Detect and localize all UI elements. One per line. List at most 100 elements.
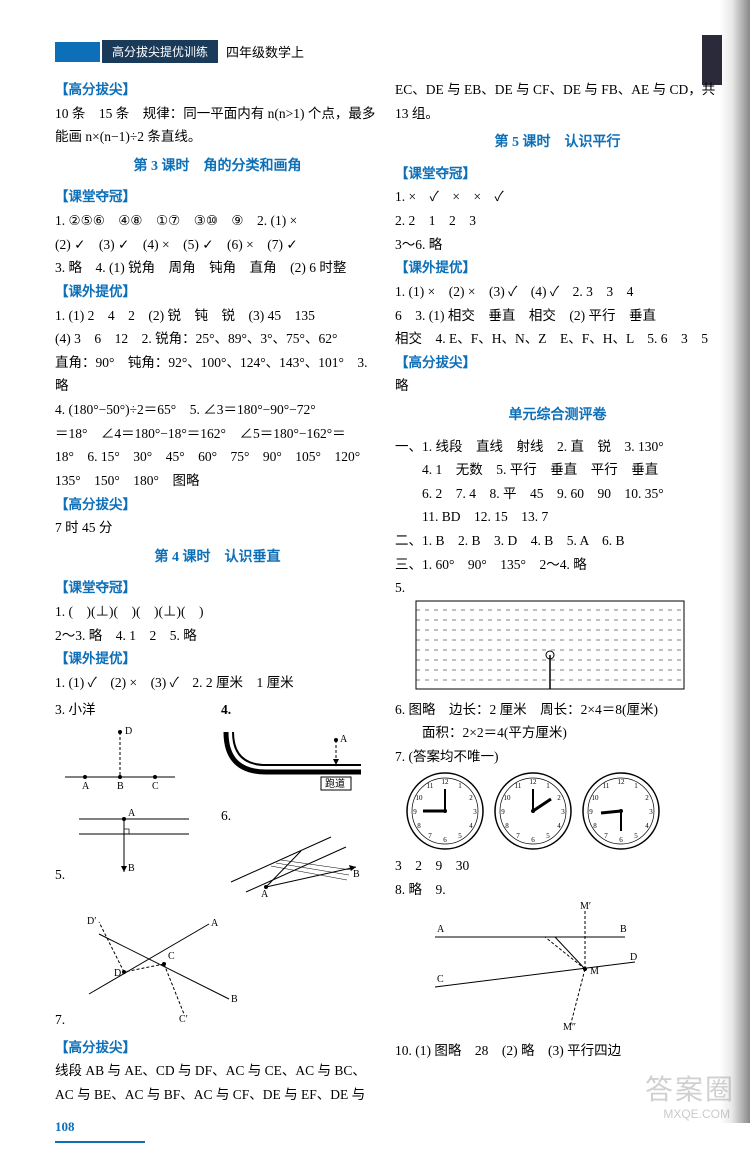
svg-text:B: B (353, 869, 360, 880)
svg-text:2: 2 (645, 794, 649, 802)
svg-text:A: A (128, 808, 136, 819)
answer-text: 相交 4. E、F、H、N、Z E、F、H、L 5. 6 3 5 (395, 327, 720, 351)
svg-text:3: 3 (561, 808, 565, 816)
svg-text:11: 11 (603, 782, 610, 790)
q3-label: 3. 小洋 (55, 702, 96, 717)
svg-text:7: 7 (516, 832, 520, 840)
svg-text:7: 7 (604, 832, 608, 840)
svg-text:D: D (125, 726, 132, 737)
q5-label: 5. (55, 867, 65, 882)
svg-text:1: 1 (458, 782, 462, 790)
header-accent (55, 42, 100, 62)
svg-text:4: 4 (469, 822, 473, 830)
answer-text: 1. ( )(⊥)( )( )(⊥)( ) (55, 600, 380, 624)
answer-text: 线段 AB 与 AE、CD 与 DF、AC 与 CE、AC 与 BC、 (55, 1059, 380, 1083)
svg-text:A: A (211, 918, 219, 929)
svg-text:11: 11 (427, 782, 434, 790)
answer-text: ＝18° ∠4＝180°−18°＝162° ∠5＝180°−162°＝ (55, 422, 380, 446)
answer-text: 2～3. 略 4. 1 2 5. 略 (55, 624, 380, 648)
diagram-row-7: 7. A B C D C′ D′ (55, 914, 380, 1032)
section-ketang: 【课堂夺冠】 (55, 185, 380, 209)
answer-text: 面积：2×2＝4(平方厘米) (395, 721, 720, 745)
answer-text: 4. 1 无数 5. 平行 垂直 平行 垂直 (395, 458, 720, 482)
answer-text: 1. (1) × (2) × (3) ✓ (4) ✓ 2. 3 3 4 (395, 280, 720, 304)
q6-label: 6. (221, 808, 231, 823)
answer-text: 11. BD 12. 15 13. 7 (395, 505, 720, 529)
lesson-5-title: 第 5 课时 认识平行 (395, 131, 720, 156)
svg-text:A: A (437, 924, 445, 935)
svg-text:A: A (82, 781, 90, 792)
svg-text:5: 5 (634, 832, 638, 840)
q7-label: 7. (55, 1012, 65, 1027)
section-gaofen: 【高分拔尖】 (55, 1036, 380, 1060)
page-content: 高分拔尖提优训练 四年级数学上 【高分拔尖】 10 条 15 条 规律：同一平面… (0, 0, 750, 1173)
page-header: 高分拔尖提优训练 四年级数学上 (55, 40, 720, 63)
svg-text:D′: D′ (87, 916, 96, 927)
svg-text:B: B (128, 863, 135, 874)
svg-text:B: B (620, 924, 627, 935)
svg-text:2: 2 (469, 794, 473, 802)
answer-text: 1. (1) ✓ (2) × (3) ✓ 2. 2 厘米 1 厘米 (55, 671, 380, 695)
svg-text:7: 7 (428, 832, 432, 840)
svg-text:2: 2 (557, 794, 561, 802)
section-gaofen: 【高分拔尖】 (55, 78, 380, 102)
answer-text: 10 条 15 条 规律：同一平面内有 n(n>1) 个点，最多能画 n×(n−… (55, 102, 380, 149)
lesson-3-title: 第 3 课时 角的分类和画角 (55, 155, 380, 180)
section-gaofen: 【高分拔尖】 (55, 493, 380, 517)
answer-text: 3. 略 4. (1) 锐角 周角 钝角 直角 (2) 6 时整 (55, 256, 380, 280)
svg-text:D: D (630, 952, 637, 963)
answer-text: 略 (395, 374, 720, 398)
answer-text: 13 组。 (395, 102, 720, 126)
answer-text: (4) 3 6 12 2. 锐角：25°、89°、3°、75°、62° (55, 327, 380, 351)
section-kewai: 【课外提优】 (395, 256, 720, 280)
answer-text: 6 3. (1) 相交 垂直 相交 (2) 平行 垂直 (395, 304, 720, 328)
section-ketang: 【课堂夺冠】 (395, 162, 720, 186)
answer-text: 一、1. 线段 直线 射线 2. 直 锐 3. 130° (395, 435, 720, 459)
clock-3: 1212 345 678 91011 (581, 771, 661, 851)
svg-text:1: 1 (546, 782, 550, 790)
svg-text:12: 12 (442, 778, 450, 786)
answer-text: 4. (180°−50°)÷2＝65° 5. ∠3＝180°−90°−72° (55, 398, 380, 422)
section-kewai: 【课外提优】 (55, 647, 380, 671)
diagram-7: A B C D C′ D′ (69, 914, 249, 1024)
svg-text:3: 3 (473, 808, 477, 816)
svg-text:12: 12 (618, 778, 626, 786)
grade-subject: 四年级数学上 (226, 42, 304, 61)
clock-2: 1212 345 678 91011 (493, 771, 573, 851)
answer-text: 2. 2 1 2 3 (395, 209, 720, 233)
svg-text:5: 5 (546, 832, 550, 840)
diagram-row-3-4: 3. 小洋 D A B C 4. (55, 698, 380, 799)
right-column: EC、DE 与 EB、DE 与 CF、DE 与 FB、AE 与 CD，共 13 … (395, 78, 720, 1143)
svg-text:8: 8 (505, 822, 509, 830)
lesson-4-title: 第 4 课时 认识垂直 (55, 546, 380, 571)
answer-text: 二、1. B 2. B 3. D 4. B 5. A 6. B (395, 529, 720, 553)
answer-text: 135° 150° 180° 图略 (55, 469, 380, 493)
svg-text:8: 8 (593, 822, 597, 830)
diagram-hatched-rect (415, 600, 720, 698)
svg-text:C: C (152, 781, 159, 792)
series-title: 高分拔尖提优训练 (102, 40, 218, 63)
diagram-9: A B C D M M′ M″ (425, 902, 645, 1032)
watermark-logo: 答案圈 (645, 1068, 735, 1108)
svg-text:A: A (340, 734, 348, 745)
svg-text:A: A (261, 889, 269, 900)
svg-text:10: 10 (592, 794, 600, 802)
answer-text: AC 与 BE、AC 与 BF、AC 与 CF、DE 与 EF、DE 与 (55, 1083, 380, 1107)
svg-text:12: 12 (530, 778, 538, 786)
svg-text:C: C (437, 974, 444, 985)
q4-label: 4. (221, 702, 231, 717)
svg-text:4: 4 (557, 822, 561, 830)
answer-text: 1. × ✓ × × ✓ (395, 185, 720, 209)
watermark-url: MXQE.COM (663, 1107, 730, 1121)
svg-text:6: 6 (443, 836, 447, 844)
svg-text:D: D (114, 968, 121, 979)
svg-text:9: 9 (413, 808, 417, 816)
svg-text:10: 10 (416, 794, 424, 802)
answer-text: 18° 6. 15° 30° 45° 60° 75° 90° 105° 120° (55, 445, 380, 469)
answer-text: 1. ②⑤⑥ ④⑧ ①⑦ ③⑩ ⑨ 2. (1) × (55, 209, 380, 233)
svg-text:M″: M″ (563, 1022, 576, 1032)
answer-text: 7. (答案均不唯一) (395, 745, 720, 769)
svg-text:6: 6 (531, 836, 535, 844)
section-gaofen: 【高分拔尖】 (395, 351, 720, 375)
clock-1: 1212 345 678 91011 (405, 771, 485, 851)
